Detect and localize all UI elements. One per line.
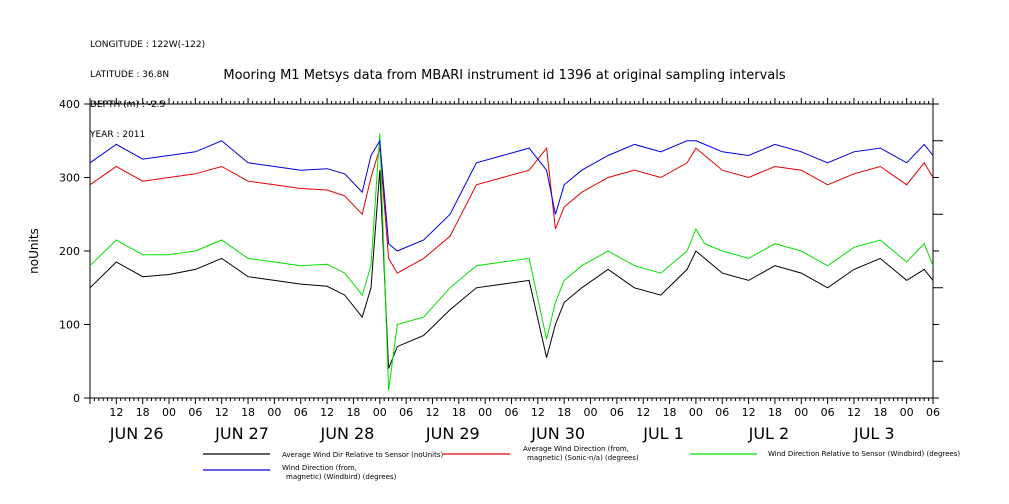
meta-year: YEAR : 2011	[90, 130, 146, 140]
y-tick-label: 300	[59, 172, 80, 185]
x-hour-label: 06	[505, 406, 519, 419]
y-tick-label: 100	[59, 319, 80, 332]
legend-label-3: Wind Direction (from,	[282, 464, 357, 472]
x-hour-label: 06	[926, 406, 940, 419]
x-hour-label: 06	[821, 406, 835, 419]
x-hour-label: 06	[610, 406, 624, 419]
legend-label-2: Wind Direction Relative to Sensor (Windb…	[768, 450, 960, 458]
x-day-label: JUN 26	[109, 424, 164, 443]
x-hour-label: 00	[689, 406, 703, 419]
series-line-1	[89, 146, 934, 274]
x-day-label: JUN 27	[214, 424, 269, 443]
x-hour-label: 18	[452, 406, 466, 419]
x-hour-label: 00	[794, 406, 808, 419]
x-hour-label: 18	[663, 406, 677, 419]
plot-frame	[89, 103, 934, 399]
x-hour-label: 18	[557, 406, 571, 419]
legend-label-3: magnetic) (Windbird) (degrees)	[286, 473, 397, 481]
x-hour-label: 12	[636, 406, 650, 419]
x-hour-label: 12	[320, 406, 334, 419]
x-hour-label: 12	[531, 406, 545, 419]
x-hour-label: 00	[478, 406, 492, 419]
x-hour-label: 18	[346, 406, 360, 419]
x-day-label: JUL 2	[748, 424, 790, 443]
series-line-0	[89, 170, 934, 369]
x-hour-label: 06	[188, 406, 202, 419]
y-axis-label: noUnits	[27, 228, 41, 274]
x-hour-label: 18	[136, 406, 150, 419]
x-day-label: JUN 28	[320, 424, 375, 443]
x-hour-label: 18	[768, 406, 782, 419]
x-hour-label: 00	[373, 406, 387, 419]
x-hour-label: 00	[162, 406, 176, 419]
x-hour-label: 12	[215, 406, 229, 419]
y-tick-label: 400	[59, 98, 80, 111]
y-tick-label: 200	[59, 245, 80, 258]
metadata-block: LONGITUDE : 122W(-122) LATITUDE : 36.8N …	[90, 20, 205, 150]
x-hour-label: 06	[399, 406, 413, 419]
x-hour-label: 12	[742, 406, 756, 419]
meta-latitude: LATITUDE : 36.8N	[90, 70, 170, 80]
x-hour-label: 06	[715, 406, 729, 419]
x-day-label: JUN 29	[425, 424, 480, 443]
x-day-label: JUN 30	[530, 424, 585, 443]
x-hour-label: 18	[241, 406, 255, 419]
x-hour-label: 12	[425, 406, 439, 419]
legend-label-1: magnetic) (Sonic-n/a) (degrees)	[527, 454, 639, 462]
x-hour-label: 12	[109, 406, 123, 419]
x-hour-label: 00	[584, 406, 598, 419]
x-hour-label: 00	[900, 406, 914, 419]
x-day-label: JUL 3	[853, 424, 895, 443]
legend-label-0: Average Wind Dir Relative to Sensor (noU…	[282, 451, 443, 459]
series-line-2	[89, 133, 934, 391]
series-line-3	[89, 139, 934, 252]
y-tick-label: 0	[73, 392, 80, 405]
x-hour-label: 06	[294, 406, 308, 419]
meta-longitude: LONGITUDE : 122W(-122)	[90, 40, 206, 50]
legend-label-1: Average Wind Direction (from,	[523, 445, 629, 453]
x-hour-label: 18	[873, 406, 887, 419]
x-hour-label: 00	[267, 406, 281, 419]
x-hour-label: 12	[847, 406, 861, 419]
x-day-label: JUL 1	[642, 424, 684, 443]
chart-title: Mooring M1 Metsys data from MBARI instru…	[223, 68, 786, 83]
meta-depth: DEPTH (m) : -2.5	[90, 100, 166, 110]
